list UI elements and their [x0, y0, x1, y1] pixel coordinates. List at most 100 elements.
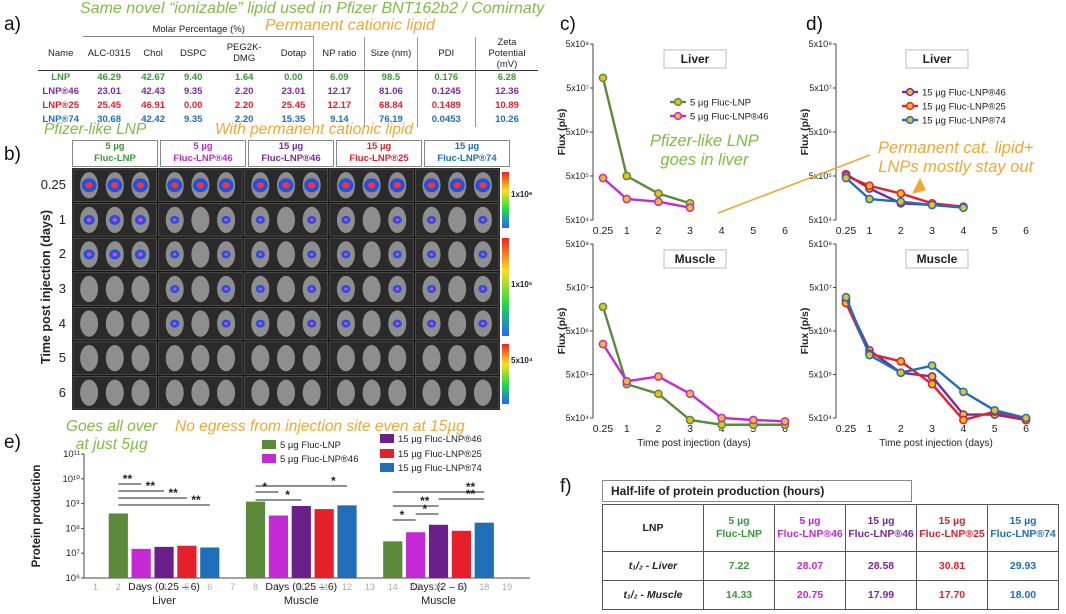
table-a-cell: 12.17 — [313, 84, 365, 99]
table-a: Molar Percentage (%) Name ALC-0315 Chol DSPC… — [38, 22, 538, 127]
table-f-header-label: LNP — [602, 504, 704, 552]
y-tick-label: 5x10⁷ — [809, 283, 832, 293]
mouse-silhouette — [448, 206, 467, 233]
mouse-silhouette — [362, 275, 381, 303]
y-axis-label: Protein production — [31, 465, 43, 568]
bar — [314, 509, 334, 578]
mouse-silhouette — [131, 379, 150, 406]
table-f-name: Fluc-LNP — [715, 528, 763, 540]
bar — [428, 524, 449, 578]
mouse-silhouette — [388, 379, 407, 406]
table-f-cell: 7.22 — [703, 551, 775, 581]
legend-label: 15 µg Fluc-LNP®46 — [922, 88, 1006, 99]
group-tissue: Liver — [152, 595, 176, 607]
bar — [154, 546, 174, 578]
legend-label: 5 µg Fluc-LNP — [280, 440, 341, 451]
table-a-col-header: Size (nm) — [364, 36, 418, 71]
x-tick-number: 9 — [276, 582, 281, 592]
signal-spot — [481, 218, 485, 222]
panel-label-a: a) — [4, 14, 21, 35]
series-line — [844, 300, 1027, 422]
table-a-cell: 2.20 — [234, 100, 254, 111]
table-a-row-name: LNP®25 — [42, 100, 79, 111]
table-a-cell: 23.01 — [281, 86, 306, 97]
group-name: Fluc-LNP®46 — [261, 153, 321, 164]
callout-all-over: Goes all over at just 5µg — [66, 418, 158, 453]
mouse-silhouette — [388, 345, 407, 372]
legend-marker — [905, 101, 915, 111]
data-point — [622, 171, 632, 181]
mouse-silhouette — [277, 275, 295, 303]
signal-spot — [344, 252, 348, 256]
table-a-cell: 10.89 — [474, 98, 538, 113]
table-a-cell: 1.64 — [234, 72, 254, 83]
significance-label: * — [262, 480, 267, 494]
table-a-cell: 0.1489 — [416, 98, 476, 113]
y-tick-label: 10⁶ — [66, 573, 81, 584]
table-a-cell: 9.35 — [183, 86, 203, 97]
signal-spot — [224, 287, 228, 291]
bar — [291, 506, 311, 578]
mouse-silhouette — [80, 379, 99, 406]
callout-arrow — [912, 178, 926, 194]
table-f-row-label: t₁/₂ - Liver — [602, 551, 704, 581]
x-tick-label: 4 — [960, 225, 966, 237]
significance-label: * — [400, 508, 405, 522]
significance-label: ** — [169, 486, 179, 500]
data-point — [654, 372, 663, 381]
signal-spot — [481, 252, 485, 256]
group-dose: 15 µg — [454, 141, 480, 152]
x-tick-number: 1 — [93, 582, 98, 592]
mouse-image-grid — [72, 168, 500, 410]
table-a-row-name: LNP — [51, 72, 71, 83]
data-point — [927, 379, 937, 389]
x-tick-number: 17 — [456, 582, 466, 592]
bar — [383, 541, 403, 578]
legend-marker — [673, 97, 683, 107]
data-point — [927, 372, 937, 381]
y-tick-label: 5x10⁶ — [566, 326, 590, 336]
scale-label-1: 1x10⁶ — [511, 190, 533, 199]
table-a-cell: 25.45 — [281, 100, 306, 111]
legend-swatch — [262, 454, 276, 463]
mouse-silhouette — [448, 379, 467, 406]
x-tick-label: 1 — [867, 423, 873, 435]
table-a-group-header: Molar Percentage (%) — [83, 22, 314, 37]
signal-spot — [395, 322, 400, 326]
signal-spot — [429, 252, 434, 256]
y-tick-label: 5x10⁶ — [809, 326, 833, 336]
signal-spot — [222, 182, 230, 189]
x-tick-label: 2 — [655, 423, 661, 435]
signal-spot — [309, 322, 314, 326]
bar — [406, 532, 426, 578]
x-tick-label: 1 — [624, 423, 630, 435]
group-dose: 5 µg — [193, 141, 213, 152]
mouse-silhouette — [448, 275, 467, 303]
table-a-col-header: Zeta Potential (mV) — [474, 36, 538, 71]
x-tick-label: 4 — [719, 225, 725, 237]
signal-spot — [172, 218, 177, 222]
data-point — [896, 189, 906, 198]
signal-spot — [136, 182, 145, 189]
table-f-cell: 17.99 — [845, 580, 917, 610]
time-row-label: 0.25 — [40, 177, 66, 193]
signal-spot — [344, 287, 348, 291]
table-f-row-label: t₁/₂ - Muscle — [602, 580, 704, 610]
signal-spot — [256, 182, 264, 189]
y-tick-label: 5x10⁷ — [566, 83, 589, 93]
mouse-silhouette — [422, 379, 441, 406]
data-point — [865, 350, 874, 360]
series-line — [601, 306, 785, 426]
x-tick-label: 2 — [898, 225, 904, 237]
table-f-name: Fluc-LNP®25 — [919, 528, 985, 540]
chart-title: Muscle — [917, 252, 958, 266]
group-name: Fluc-LNP®46 — [173, 153, 233, 164]
x-tick-label: 5 — [992, 225, 998, 237]
mouse-silhouette — [191, 275, 210, 303]
signal-spot — [308, 182, 316, 189]
table-a-cell: 68.84 — [364, 98, 418, 113]
signal-spot — [393, 182, 401, 189]
table-a-col-header: NP ratio — [313, 36, 365, 71]
significance-label: ** — [191, 493, 201, 507]
y-tick-label: 5x10⁶ — [809, 127, 833, 137]
